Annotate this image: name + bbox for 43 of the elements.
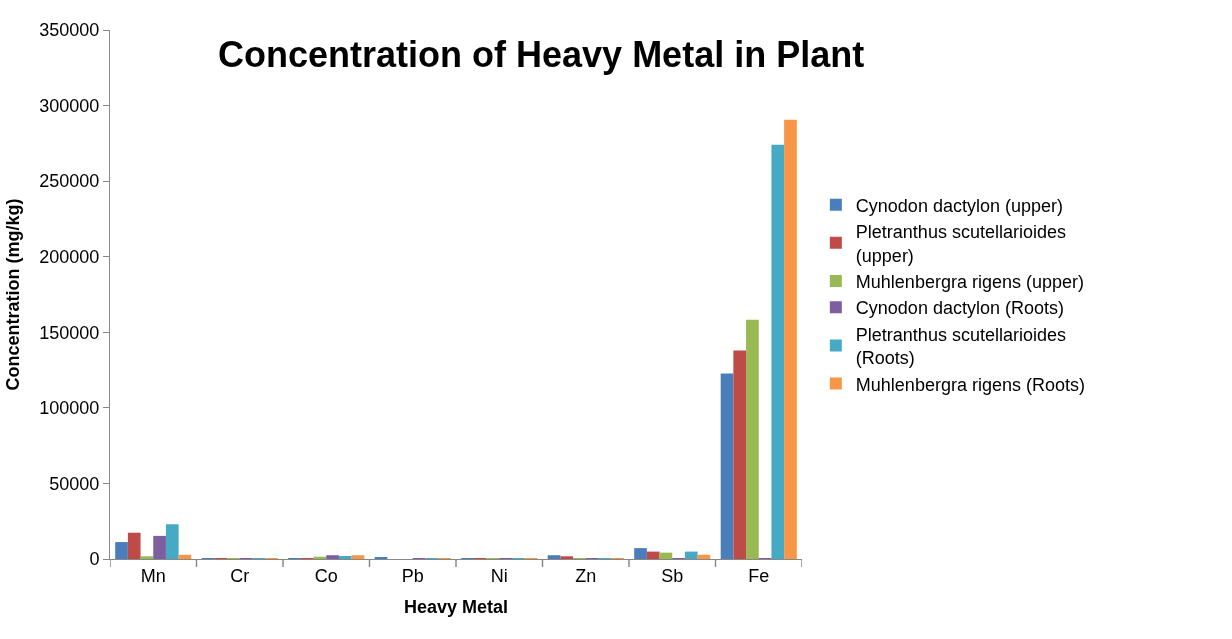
bar xyxy=(733,350,747,559)
legend-label: Cynodon dactylon (Roots) xyxy=(855,298,1064,319)
legend-label: Pletranthus scutellarioides (upper) xyxy=(855,222,1066,266)
y-tick-label: 0 xyxy=(89,549,100,570)
legend-label: Pletranthus scutellarioides (Roots) xyxy=(855,324,1066,369)
y-tick-label: 300000 xyxy=(39,95,100,116)
y-tick-label: 350000 xyxy=(39,20,100,41)
bar xyxy=(115,542,128,559)
y-tick-label: 200000 xyxy=(39,247,100,268)
bar xyxy=(338,555,352,559)
x-tick-label: Fe xyxy=(748,565,770,586)
legend-label: Muhlenbergra rigens (Roots) xyxy=(855,374,1085,395)
x-tick-label: Ni xyxy=(490,565,508,586)
x-tick-label: Cr xyxy=(230,565,250,586)
bar xyxy=(547,555,561,559)
bar xyxy=(684,551,698,559)
chart-title: Concentration of Heavy Metal in Plant xyxy=(218,33,865,75)
bar xyxy=(784,119,797,559)
x-tick-label: Zn xyxy=(575,565,597,586)
y-tick-label: 100000 xyxy=(39,398,100,419)
bar xyxy=(326,555,339,559)
bar xyxy=(153,535,166,559)
x-axis-title: Heavy Metal xyxy=(403,596,509,617)
bar xyxy=(127,532,141,559)
bar xyxy=(646,551,660,559)
bar xyxy=(720,373,734,559)
bar xyxy=(140,556,154,559)
y-axis-title: Concentration (mg/kg) xyxy=(2,198,23,391)
y-tick-label: 50000 xyxy=(49,473,100,494)
bar xyxy=(351,555,365,559)
bar xyxy=(771,144,785,559)
x-tick-label: Pb xyxy=(401,565,424,586)
bar xyxy=(634,548,647,559)
bar xyxy=(560,556,574,559)
x-tick-label: Sb xyxy=(661,565,684,586)
x-tick-label: Co xyxy=(314,565,338,586)
y-tick-label: 150000 xyxy=(39,322,100,343)
y-tick-label: 250000 xyxy=(39,171,100,192)
x-tick-label: Mn xyxy=(140,565,166,586)
legend-label: Muhlenbergra rigens (upper) xyxy=(855,271,1084,292)
legend-label: Cynodon dactylon (upper) xyxy=(855,195,1063,216)
bar xyxy=(165,524,179,559)
bar xyxy=(746,319,759,559)
